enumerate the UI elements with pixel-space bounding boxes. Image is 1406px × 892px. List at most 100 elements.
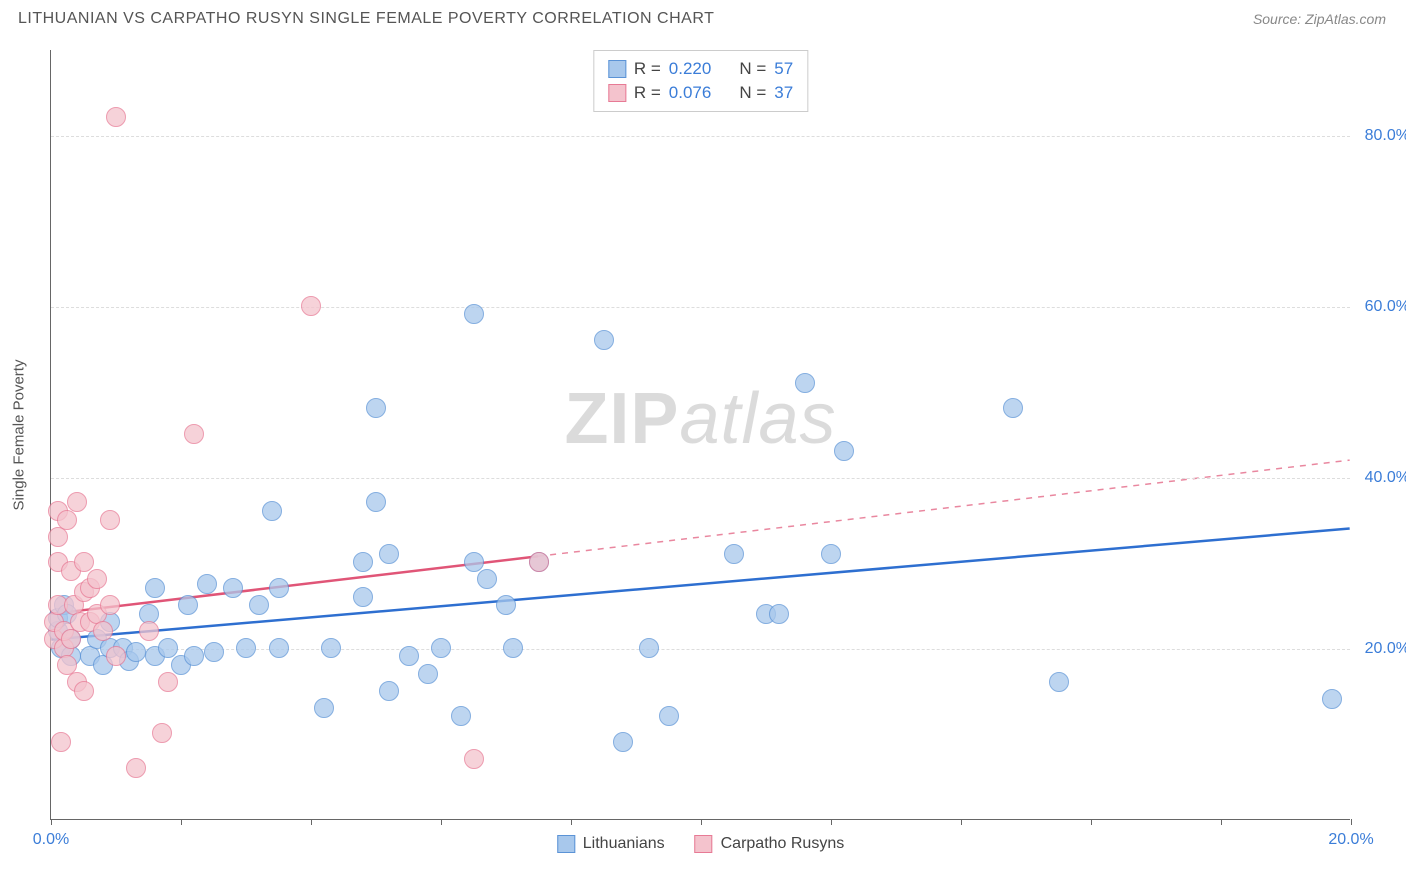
data-point	[158, 638, 178, 658]
gridline	[51, 478, 1350, 479]
data-point	[57, 510, 77, 530]
data-point	[418, 664, 438, 684]
data-point	[152, 723, 172, 743]
data-point	[223, 578, 243, 598]
data-point	[1003, 398, 1023, 418]
legend-swatch	[557, 835, 575, 853]
trend-lines	[51, 50, 1350, 819]
data-point	[431, 638, 451, 658]
y-tick-label: 60.0%	[1365, 298, 1406, 316]
n-value: 57	[774, 59, 793, 79]
data-point	[503, 638, 523, 658]
r-label: R =	[634, 83, 661, 103]
y-tick-label: 40.0%	[1365, 469, 1406, 487]
data-point	[249, 595, 269, 615]
gridline	[51, 136, 1350, 137]
data-point	[139, 621, 159, 641]
x-tick	[571, 819, 572, 825]
stats-row: R =0.076N =37	[608, 81, 793, 105]
data-point	[262, 501, 282, 521]
data-point	[74, 552, 94, 572]
data-point	[496, 595, 516, 615]
header: LITHUANIAN VS CARPATHO RUSYN SINGLE FEMA…	[0, 0, 1406, 34]
data-point	[236, 638, 256, 658]
watermark: ZIPatlas	[564, 378, 836, 460]
x-tick	[311, 819, 312, 825]
scatter-chart: Single Female Poverty ZIPatlas R =0.220N…	[50, 50, 1350, 820]
x-tick	[961, 819, 962, 825]
y-axis-label: Single Female Poverty	[11, 359, 28, 510]
source-attribution: Source: ZipAtlas.com	[1253, 11, 1386, 27]
chart-title: LITHUANIAN VS CARPATHO RUSYN SINGLE FEMA…	[18, 10, 714, 28]
data-point	[100, 595, 120, 615]
r-label: R =	[634, 59, 661, 79]
data-point	[93, 621, 113, 641]
x-tick-label: 0.0%	[33, 831, 69, 849]
legend-label: Lithuanians	[583, 835, 665, 853]
data-point	[126, 642, 146, 662]
data-point	[366, 398, 386, 418]
data-point	[48, 527, 68, 547]
data-point	[67, 492, 87, 512]
data-point	[106, 107, 126, 127]
data-point	[353, 552, 373, 572]
series-swatch	[608, 84, 626, 102]
trend-line	[51, 528, 1349, 639]
data-point	[594, 330, 614, 350]
legend-item: Carpatho Rusyns	[695, 835, 845, 853]
data-point	[379, 544, 399, 564]
data-point	[51, 732, 71, 752]
x-tick	[1221, 819, 1222, 825]
data-point	[314, 698, 334, 718]
data-point	[529, 552, 549, 572]
gridline	[51, 307, 1350, 308]
data-point	[126, 758, 146, 778]
data-point	[145, 578, 165, 598]
data-point	[464, 552, 484, 572]
data-point	[639, 638, 659, 658]
data-point	[795, 373, 815, 393]
data-point	[613, 732, 633, 752]
r-value: 0.220	[669, 59, 712, 79]
data-point	[321, 638, 341, 658]
data-point	[100, 510, 120, 530]
data-point	[464, 749, 484, 769]
x-tick	[701, 819, 702, 825]
trend-line-extrapolated	[538, 460, 1349, 556]
n-label: N =	[739, 59, 766, 79]
data-point	[821, 544, 841, 564]
data-point	[178, 595, 198, 615]
r-value: 0.076	[669, 83, 712, 103]
data-point	[269, 638, 289, 658]
stats-row: R = 0.220 N = 57	[608, 57, 793, 81]
data-point	[366, 492, 386, 512]
data-point	[451, 706, 471, 726]
data-point	[724, 544, 744, 564]
data-point	[197, 574, 217, 594]
data-point	[184, 424, 204, 444]
x-tick	[51, 819, 52, 825]
series-swatch	[608, 60, 626, 78]
data-point	[158, 672, 178, 692]
x-tick	[1351, 819, 1352, 825]
data-point	[184, 646, 204, 666]
data-point	[1322, 689, 1342, 709]
data-point	[74, 681, 94, 701]
data-point	[1049, 672, 1069, 692]
data-point	[204, 642, 224, 662]
legend-label: Carpatho Rusyns	[721, 835, 845, 853]
x-tick-label: 20.0%	[1328, 831, 1373, 849]
x-tick	[441, 819, 442, 825]
y-tick-label: 80.0%	[1365, 127, 1406, 145]
data-point	[379, 681, 399, 701]
data-point	[399, 646, 419, 666]
data-point	[87, 569, 107, 589]
data-point	[769, 604, 789, 624]
legend-item: Lithuanians	[557, 835, 665, 853]
data-point	[464, 304, 484, 324]
legend: Lithuanians Carpatho Rusyns	[557, 835, 844, 853]
x-tick	[831, 819, 832, 825]
data-point	[61, 629, 81, 649]
n-label: N =	[739, 83, 766, 103]
data-point	[106, 646, 126, 666]
